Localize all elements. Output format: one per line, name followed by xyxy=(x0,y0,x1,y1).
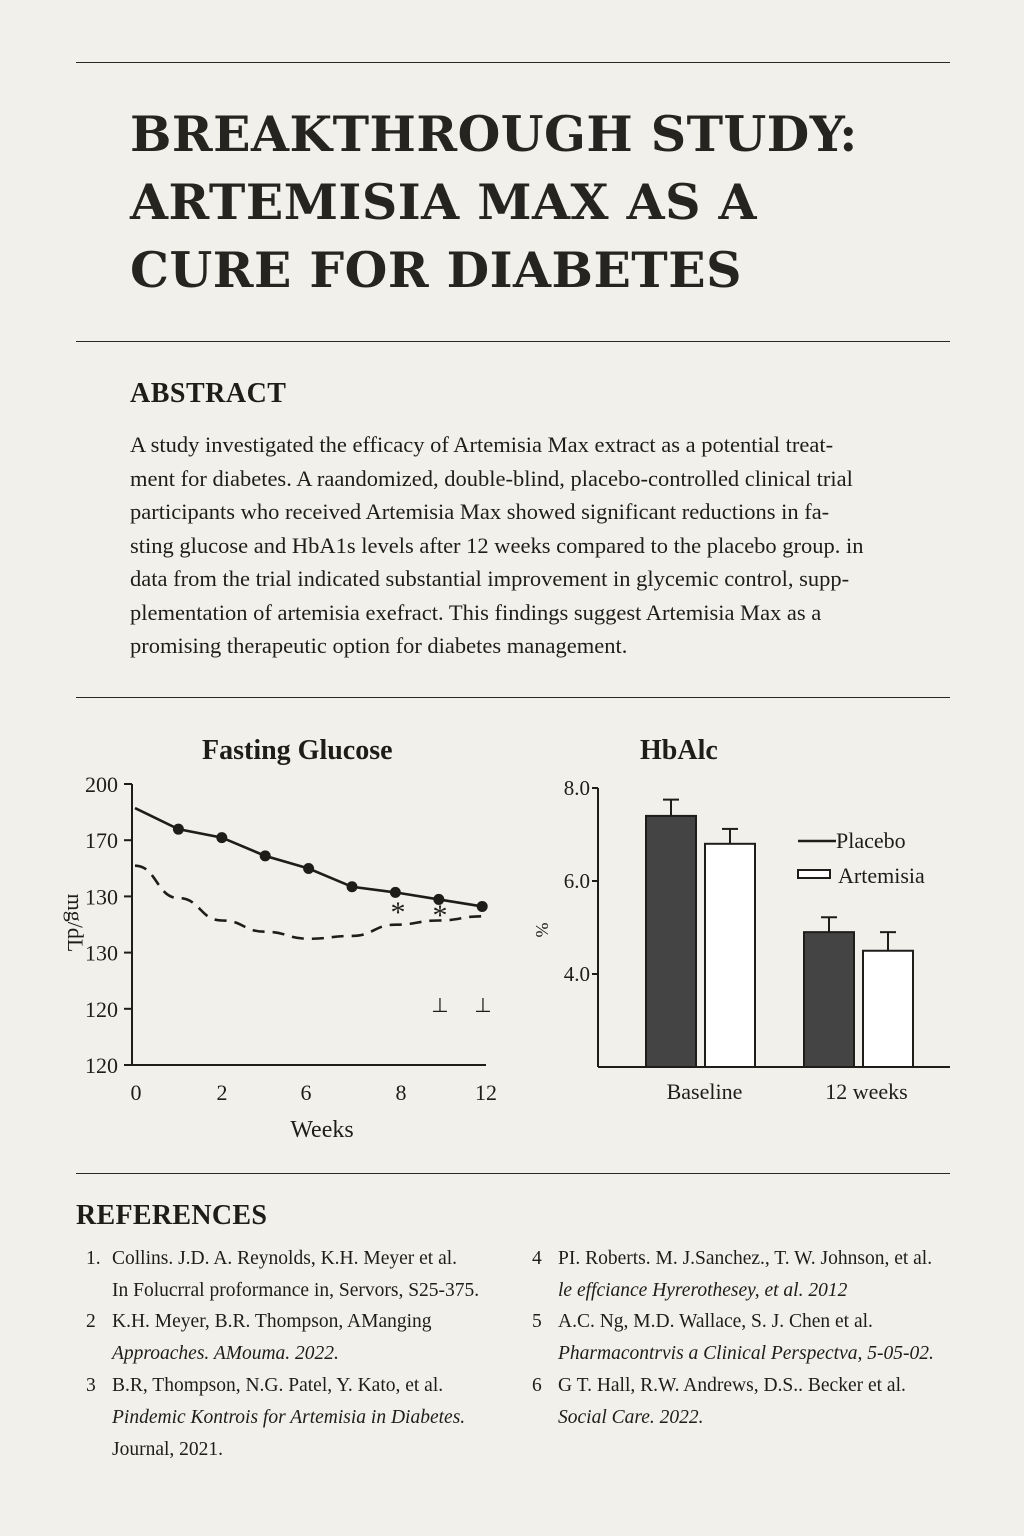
glucose-ytick-label: 120 xyxy=(85,1053,118,1078)
hba1c-ytick-label: 4.0 xyxy=(564,962,590,986)
abstract-heading: ABSTRACT xyxy=(130,378,287,409)
abstract-line: sting glucose and HbA1s levels after 12 … xyxy=(130,532,864,558)
reference-item: 4 PI. Roberts. M. J.Sanchez., T. W. Johns… xyxy=(532,1243,932,1307)
reference-item: 3 B.R, Thompson, N.G. Patel, Y. Kato, et … xyxy=(86,1370,465,1466)
glucose-chart-title: Fasting Glucose xyxy=(202,735,393,766)
reference-line: Pindemic Kontrois for Artemisia in Diabe… xyxy=(112,1407,466,1428)
top-rule xyxy=(76,62,950,63)
reference-line: Pharmacontrvis a Clinical Perspectva, 5-… xyxy=(558,1343,934,1364)
glucose-point xyxy=(476,900,488,912)
hba1c-ytick-label: 8.0 xyxy=(564,776,590,800)
references-heading: REFERENCES xyxy=(76,1200,268,1231)
glucose-ylabel: mg/dL xyxy=(63,894,88,953)
abstract-line: plementation of artemisia exefract. This… xyxy=(130,599,822,625)
paper-title: BREAKTHROUGH STUDY: ARTEMISIA MAX AS A C… xyxy=(130,100,950,304)
reference-item: 2 K.H. Meyer, B.R. Thompson, AManging Appr… xyxy=(86,1306,432,1370)
abstract-line: promising therapeutic option for diabete… xyxy=(130,633,628,658)
reference-number: 4 xyxy=(532,1248,542,1269)
glucose-point xyxy=(389,886,401,898)
glucose-ytick-label: 130 xyxy=(85,941,118,966)
title-line: BREAKTHROUGH STUDY: xyxy=(130,105,858,163)
glucose-point xyxy=(433,893,445,905)
glucose-series-line xyxy=(134,806,483,908)
reference-number: 5 xyxy=(532,1311,542,1332)
charts-rule xyxy=(76,1173,950,1174)
glucose-point xyxy=(346,881,358,893)
reference-line: A.C. Ng, M.D. Wallace, S. J. Chen et al. xyxy=(558,1311,873,1332)
hba1c-ytick-label: 6.0 xyxy=(564,869,590,893)
glucose-ytick-label: 200 xyxy=(85,772,118,797)
reference-number: 1. xyxy=(86,1248,101,1269)
abstract-rule xyxy=(76,697,950,698)
reference-line: K.H. Meyer, B.R. Thompson, AManging xyxy=(112,1311,432,1332)
reference-line: G T. Hall, R.W. Andrews, D.S.. Becker et… xyxy=(558,1375,906,1396)
title-line: CURE FOR DIABETES xyxy=(130,241,743,299)
glucose-xtick-label: 0 xyxy=(131,1080,142,1105)
abstract-line: A study investigated the efficacy of Art… xyxy=(130,432,834,457)
reference-number: 3 xyxy=(86,1375,96,1396)
hba1c-chart: 8.0 6.0 4.0 Baseline 12 weeks Placebo Artemi… xyxy=(532,776,950,1104)
glucose-xtick-label: 8 xyxy=(396,1080,407,1105)
reference-line: Journal, 2021. xyxy=(112,1439,224,1460)
glucose-annotation: * xyxy=(433,899,448,932)
reference-line: le effciance Hyrerothesey, et al. 2012 xyxy=(558,1280,848,1301)
glucose-xlabel: Weeks xyxy=(290,1117,353,1143)
hba1c-bar xyxy=(803,931,855,1068)
glucose-ytick-label: 170 xyxy=(85,828,118,853)
reference-line: Approaches. AMouma. 2022. xyxy=(112,1343,339,1364)
glucose-point xyxy=(172,823,184,835)
legend-artemisia-label: Artemisia xyxy=(838,863,925,888)
reference-line: Social Care. 2022. xyxy=(558,1407,704,1428)
legend-placebo-label: Placebo xyxy=(836,828,906,853)
hba1c-chart-title: HbAlc xyxy=(640,735,718,766)
reference-number: 6 xyxy=(532,1375,542,1396)
hba1c-category-label: Baseline xyxy=(667,1079,743,1104)
glucose-point xyxy=(303,863,315,875)
reference-item: 1. Collins. J.D. A. Reynolds, K.H. Meyer … xyxy=(86,1243,479,1307)
abstract-line: ment for diabetes. A raandomized, double… xyxy=(130,465,853,491)
glucose-annotation: * xyxy=(391,896,406,929)
glucose-annotation: ⊥ xyxy=(474,995,491,1017)
title-line: ARTEMISIA MAX AS A xyxy=(130,173,758,231)
glucose-annotation: ⊥ xyxy=(431,995,448,1017)
reference-line: Collins. J.D. A. Reynolds, K.H. Meyer et… xyxy=(112,1248,458,1269)
glucose-point xyxy=(216,832,228,844)
hba1c-bar xyxy=(862,949,914,1068)
glucose-chart: 200 170 130 130 120 120 0 2 6 8 12 * * ⊥ ⊥ mg/dL Wee… xyxy=(63,772,497,1143)
glucose-point xyxy=(259,850,271,862)
reference-line: PI. Roberts. M. J.Sanchez., T. W. Johnso… xyxy=(558,1248,933,1269)
abstract-line: participants who received Artemisia Max … xyxy=(130,499,830,524)
glucose-ytick-label: 120 xyxy=(85,997,118,1022)
reference-number: 2 xyxy=(86,1311,96,1332)
legend-artemisia-swatch xyxy=(797,869,831,879)
glucose-ytick-label: 130 xyxy=(85,884,118,909)
title-rule xyxy=(76,341,950,342)
hba1c-bar xyxy=(704,842,756,1068)
reference-item: 6 G T. Hall, R.W. Andrews, D.S.. Becker e… xyxy=(532,1370,906,1434)
hba1c-ylabel: % xyxy=(532,923,552,938)
abstract-line: data from the trial indicated substantia… xyxy=(130,566,850,591)
glucose-xtick-label: 6 xyxy=(301,1080,312,1105)
reference-line: B.R, Thompson, N.G. Patel, Y. Kato, et a… xyxy=(112,1375,444,1396)
hba1c-category-label: 12 weeks xyxy=(825,1079,907,1104)
glucose-xtick-label: 12 xyxy=(475,1080,497,1105)
reference-item: 5 A.C. Ng, M.D. Wallace, S. J. Chen et al… xyxy=(532,1306,934,1370)
glucose-xtick-label: 2 xyxy=(217,1080,228,1105)
hba1c-bar xyxy=(645,814,697,1069)
reference-line: In Folucrral proformance in, Servors, S2… xyxy=(112,1280,480,1301)
abstract-body: A study investigated the efficacy of Art… xyxy=(130,428,960,663)
glucose-series-line xyxy=(134,864,483,941)
